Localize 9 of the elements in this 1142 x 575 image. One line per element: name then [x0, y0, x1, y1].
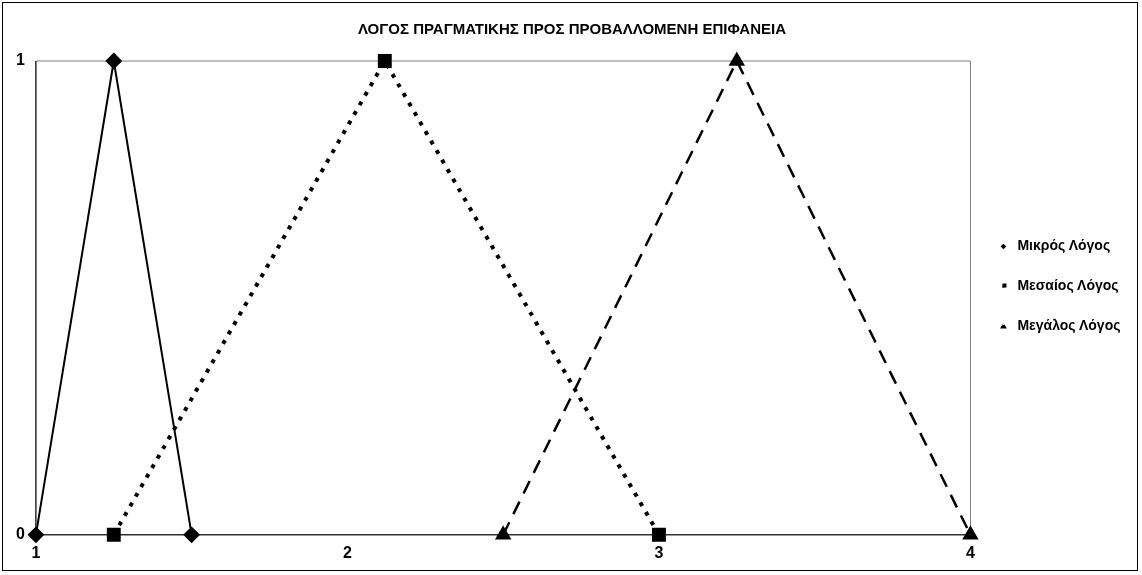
legend-label: Μεγάλος Λόγος [1017, 317, 1121, 334]
chart-title: ΛΟΓΟΣ ΠΡΑΓΜΑΤΙΚΗΣ ΠΡΟΣ ΠΡΟΒΑΛΛΟΜΕΝΗ ΕΠΙΦΑΝΕΙΑ [358, 20, 787, 38]
legend-label: Μεσαίος Λόγος [1017, 277, 1119, 294]
legend-label: Μικρός Λόγος [1017, 237, 1111, 254]
x-tick-label: 3 [654, 543, 664, 561]
x-tick-label: 1 [31, 543, 41, 561]
x-tick-label: 2 [342, 543, 352, 561]
x-tick-label: 4 [966, 543, 975, 561]
y-tick-label: 0 [15, 525, 25, 543]
